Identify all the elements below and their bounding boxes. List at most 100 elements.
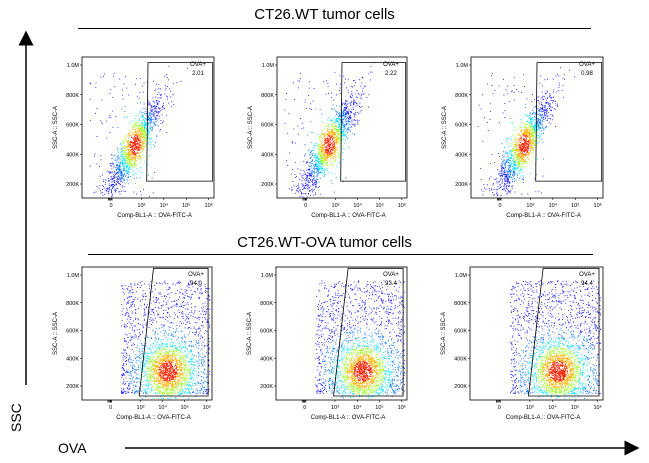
y-tick-label: 800K: [261, 93, 274, 99]
x-tick-label: 0: [499, 203, 502, 209]
y-tick-label: 800K: [454, 301, 467, 307]
x-tick-label: 10³: [332, 203, 340, 209]
x-tick-label: 10³: [526, 405, 534, 411]
y-axis-title: SSC-A :: SSC-A: [442, 106, 448, 149]
y-tick-label: 1.0M: [455, 273, 468, 279]
x-tick-label: 10⁵: [375, 404, 383, 411]
x-axis-title: Comp-BL1-A :: OVA-FITC-A: [506, 213, 581, 219]
x-tick-label: 0: [109, 405, 112, 411]
group-rule-ova: [88, 254, 593, 255]
gate-percentage: 2.01: [192, 71, 204, 77]
y-tick-label: 200K: [454, 384, 467, 390]
group-title-ova: CT26.WT-OVA tumor cells: [237, 234, 412, 251]
x-tick-label: 10⁴: [160, 202, 169, 209]
gate-percentage: 94.4: [581, 281, 593, 287]
plot-frame: [81, 56, 215, 199]
y-tick-label: 600K: [66, 123, 79, 129]
gate-name: OVA+: [383, 272, 399, 278]
scatter-panel-3: 200K 400K 600K 800K 1.0M 0 10³ 10⁴ 10⁵ 10⁶ Comp-BL…: [442, 56, 604, 219]
x-tick-label: 10³: [137, 203, 145, 209]
x-axis-title: Comp-BL1-A :: OVA-FITC-A: [311, 213, 386, 219]
y-tick-label: 600K: [260, 329, 273, 335]
x-tick-label: 0: [304, 203, 307, 209]
x-tick-label: 10⁵: [180, 404, 188, 411]
y-tick-label: 1.0M: [261, 273, 274, 279]
y-tick-label: 200K: [66, 384, 79, 390]
x-axis-title: Comp-BL1-A :: OVA-FITC-A: [116, 415, 191, 421]
gate-name: OVA+: [188, 272, 204, 278]
y-tick-label: 400K: [66, 152, 79, 158]
density-dots: [477, 67, 576, 197]
gate-name: OVA+: [579, 62, 595, 68]
y-tick-label: 1.0M: [67, 63, 80, 69]
y-tick-label: 1.0M: [262, 63, 275, 69]
x-axis-title: Comp-BL1-A :: OVA-FITC-A: [311, 415, 386, 421]
x-axis-title: Comp-BL1-A :: OVA-FITC-A: [117, 213, 192, 219]
y-tick-label: 800K: [455, 93, 468, 99]
y-tick-label: 800K: [260, 301, 273, 307]
y-axis-title: SSC-A :: SSC-A: [53, 106, 59, 149]
y-axis-title: SSC-A :: SSC-A: [248, 106, 254, 149]
ova-gate: [340, 62, 407, 182]
x-tick-label: 10⁶: [398, 404, 406, 411]
y-tick-label: 200K: [66, 182, 79, 188]
y-tick-label: 200K: [455, 182, 468, 188]
x-tick-label: 10³: [137, 405, 145, 411]
x-tick-label: 10³: [526, 203, 534, 209]
plot-frame: [276, 56, 408, 199]
x-tick-label: 10⁵: [571, 404, 579, 411]
x-tick-label: 10⁶: [593, 404, 601, 411]
y-tick-label: 1.0M: [456, 63, 469, 69]
x-tick-label: 10⁶: [205, 202, 213, 209]
ova-gate: [146, 62, 214, 182]
density-dots: [121, 280, 211, 400]
gate-percentage: 93.4: [385, 281, 397, 287]
y-tick-label: 600K: [261, 123, 274, 129]
ova-gate: [333, 267, 404, 397]
x-tick-label: 10⁴: [549, 202, 558, 209]
y-tick-label: 400K: [66, 356, 79, 362]
y-axis-title: SSC-A :: SSC-A: [53, 312, 59, 355]
gate-name: OVA+: [579, 272, 595, 278]
y-tick-label: 800K: [66, 301, 79, 307]
x-tick-label: 10⁶: [594, 202, 602, 209]
y-tick-label: 200K: [261, 182, 274, 188]
gate-percentage: 0.98: [581, 71, 593, 77]
y-tick-label: 200K: [260, 384, 273, 390]
y-tick-label: 800K: [66, 93, 79, 99]
scatter-panel-4: 200K 400K 600K 800K 1.0M 0 10³ 10⁴ 10⁵ 10⁶ Comp-BL…: [53, 266, 213, 421]
ova-gate: [138, 267, 209, 397]
scatter-panel-5: 200K 400K 600K 800K 1.0M 0 10³ 10⁴ 10⁵ 10⁶ Comp-BL…: [247, 266, 408, 421]
x-tick-label: 10⁵: [182, 202, 190, 209]
y-tick-label: 600K: [454, 329, 467, 335]
group-title-wt: CT26.WT tumor cells: [254, 6, 395, 23]
y-tick-label: 400K: [261, 152, 274, 158]
density-dots: [89, 65, 188, 198]
gate-name: OVA+: [190, 62, 206, 68]
x-tick-label: 10⁴: [353, 202, 362, 209]
ova-gate: [535, 62, 603, 182]
x-tick-label: 10⁵: [571, 202, 579, 209]
x-tick-label: 10⁶: [398, 202, 406, 209]
density-dots: [315, 280, 406, 399]
plot-frame: [275, 266, 408, 401]
gate-name: OVA+: [383, 62, 399, 68]
gate-percentage: 94.0: [190, 281, 202, 287]
density-dots: [284, 61, 375, 198]
x-tick-label: 10⁴: [353, 404, 362, 411]
x-tick-label: 10⁶: [203, 404, 211, 411]
y-axis-title: SSC-A :: SSC-A: [441, 312, 447, 355]
scatter-panel-1: 200K 400K 600K 800K 1.0M 0 10³ 10⁴ 10⁵ 10⁶ Comp-BL…: [53, 56, 215, 219]
y-tick-label: 600K: [455, 123, 468, 129]
plot-frame: [470, 56, 604, 199]
y-tick-label: 400K: [455, 152, 468, 158]
x-tick-label: 10⁵: [375, 202, 383, 209]
x-axis-label: OVA: [58, 440, 87, 456]
density-dots: [509, 280, 602, 399]
plot-frame: [81, 266, 213, 401]
x-tick-label: 0: [110, 203, 113, 209]
y-tick-label: 400K: [260, 356, 273, 362]
group-rule-wt: [78, 28, 591, 29]
x-tick-label: 10³: [331, 405, 339, 411]
